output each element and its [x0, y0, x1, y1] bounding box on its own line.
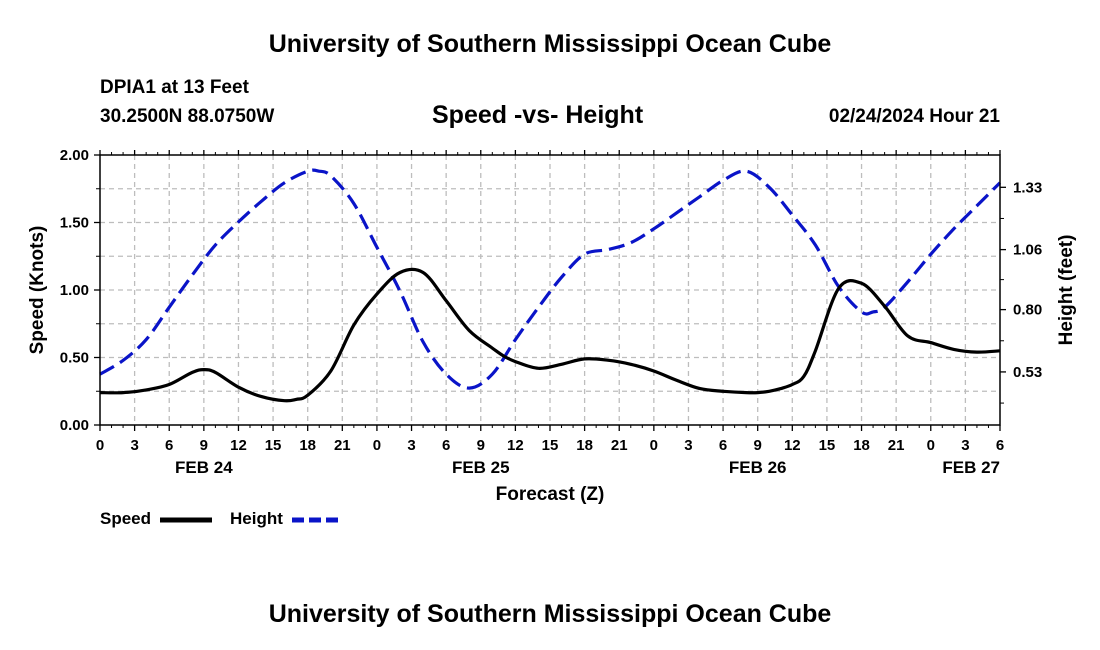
x-tick-label: 12: [230, 437, 247, 454]
legend-height-label: Height: [230, 509, 283, 528]
x-tick-label: 3: [684, 437, 692, 454]
x-tick-label: 15: [265, 437, 282, 454]
x-tick-label: 0: [373, 437, 381, 454]
x-tick-label: 0: [650, 437, 658, 454]
x-axis-label: Forecast (Z): [496, 484, 605, 505]
y-axis-label: Speed (Knots): [27, 226, 48, 355]
axes: 0 3 6 9 12 15 18 21 0 3 6 9 12 15 18 21 0 3 6 9 12 15 18 21 0 3 6F…: [60, 147, 1042, 477]
y2-tick-label: 1.33: [1013, 179, 1042, 196]
x-tick-label: 9: [754, 437, 762, 454]
x-tick-label: 0: [927, 437, 935, 454]
x-tick-label: 18: [576, 437, 593, 454]
x-tick-label: 12: [507, 437, 524, 454]
x-tick-label: 15: [542, 437, 559, 454]
date-label: FEB 26: [729, 458, 787, 477]
y-tick-label: 0.00: [60, 417, 89, 434]
y2-axis-label: Height (feet): [1056, 235, 1077, 346]
x-tick-label: 6: [165, 437, 173, 454]
date-label: FEB 25: [452, 458, 510, 477]
height-series-line: [99, 168, 1002, 390]
x-tick-label: 6: [442, 437, 450, 454]
x-tick-label: 21: [611, 437, 628, 454]
x-tick-label: 3: [961, 437, 969, 454]
x-tick-label: 15: [819, 437, 836, 454]
y-tick-label: 0.50: [60, 350, 89, 367]
x-tick-label: 6: [996, 437, 1004, 454]
x-tick-label: 18: [299, 437, 316, 454]
footer-title: University of Southern Mississippi Ocean…: [268, 600, 832, 628]
date-label: FEB 24: [175, 458, 233, 477]
chart-subtitle: Speed -vs- Height: [432, 101, 644, 129]
station-label: DPIA1 at 13 Feet: [100, 77, 249, 98]
y2-tick-label: 1.06: [1013, 242, 1042, 259]
x-tick-label: 18: [853, 437, 870, 454]
grid: [100, 155, 1000, 425]
x-tick-label: 9: [477, 437, 485, 454]
series-layer: [99, 168, 1002, 403]
x-tick-label: 6: [719, 437, 727, 454]
y-tick-label: 1.50: [60, 215, 89, 232]
x-tick-label: 3: [130, 437, 138, 454]
date-label: FEB 27: [942, 458, 1000, 477]
y2-tick-label: 0.80: [1013, 302, 1042, 319]
x-tick-label: 0: [96, 437, 104, 454]
speed-series-line: [99, 267, 1001, 403]
x-tick-label: 21: [334, 437, 351, 454]
x-tick-label: 9: [200, 437, 208, 454]
y2-tick-label: 0.53: [1013, 364, 1042, 381]
forecast-datetime: 02/24/2024 Hour 21: [828, 106, 1000, 127]
chart-title: University of Southern Mississippi Ocean…: [268, 30, 832, 58]
x-tick-label: 21: [888, 437, 905, 454]
y-tick-label: 1.00: [60, 282, 89, 299]
y-tick-label: 2.00: [60, 147, 89, 164]
x-tick-label: 12: [784, 437, 801, 454]
station-coordinates: 30.2500N 88.0750W: [100, 106, 275, 127]
x-tick-label: 3: [407, 437, 415, 454]
legend-speed-label: Speed: [100, 509, 152, 528]
